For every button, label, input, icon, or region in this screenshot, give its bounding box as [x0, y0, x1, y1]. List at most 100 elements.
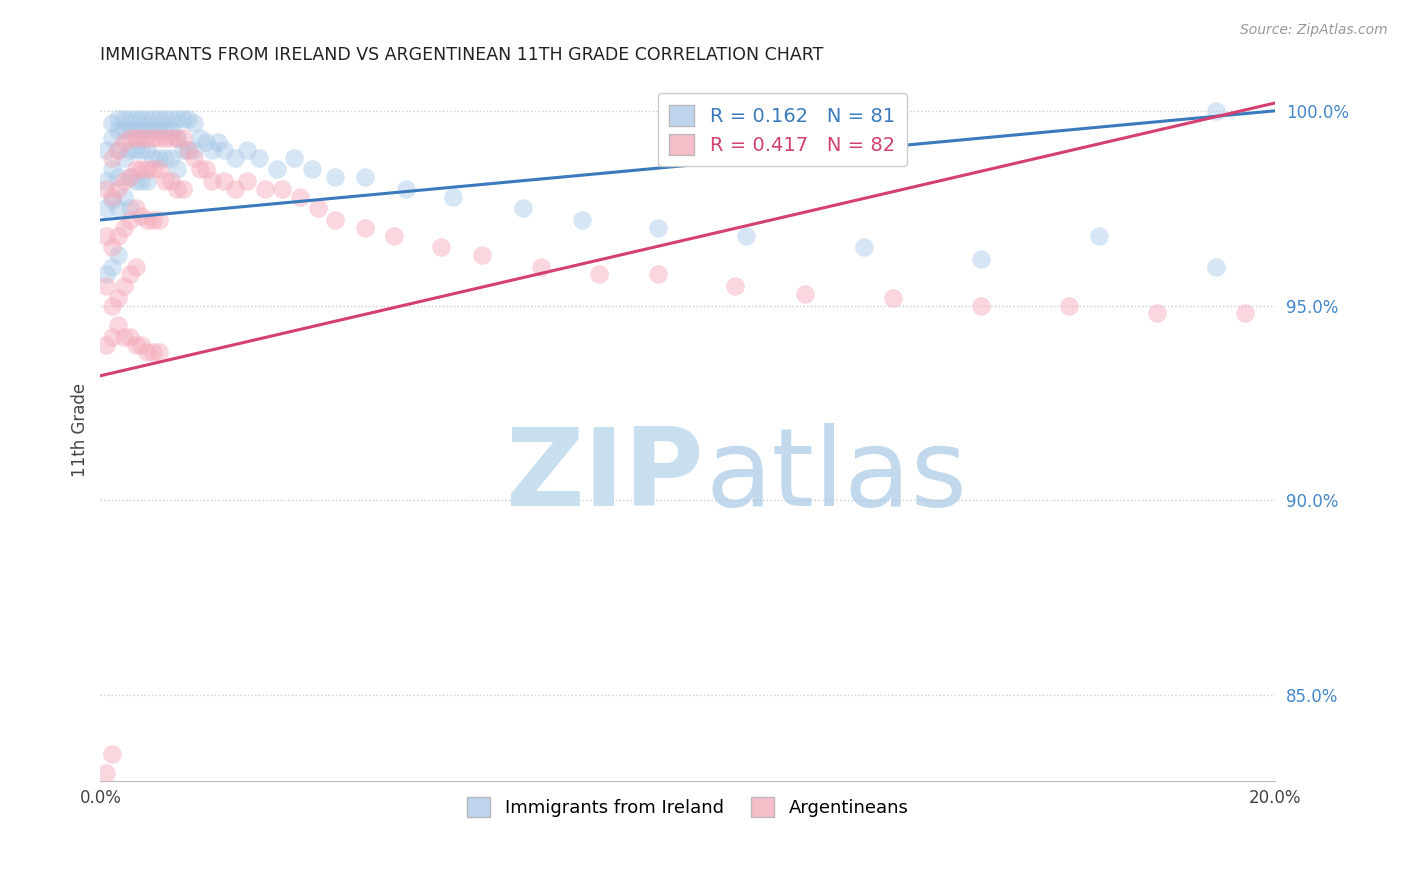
- Point: [112, 123, 135, 137]
- Point: [1234, 306, 1257, 320]
- Point: [177, 112, 200, 126]
- Point: [131, 337, 153, 351]
- Point: [172, 182, 194, 196]
- Point: [288, 189, 311, 203]
- Point: [1057, 299, 1080, 313]
- Point: [159, 112, 181, 126]
- Point: [112, 279, 135, 293]
- Text: atlas: atlas: [706, 423, 967, 529]
- Point: [107, 112, 129, 126]
- Point: [183, 115, 205, 129]
- Point: [148, 131, 170, 145]
- Point: [441, 189, 464, 203]
- Point: [236, 174, 259, 188]
- Point: [647, 220, 669, 235]
- Point: [96, 268, 118, 282]
- Point: [266, 162, 288, 177]
- Point: [112, 330, 135, 344]
- Point: [159, 151, 181, 165]
- Point: [118, 268, 141, 282]
- Point: [118, 201, 141, 215]
- Point: [107, 318, 129, 332]
- Point: [852, 240, 875, 254]
- Point: [177, 143, 200, 157]
- Point: [172, 112, 194, 126]
- Point: [96, 143, 118, 157]
- Point: [153, 131, 176, 145]
- Point: [1205, 103, 1227, 118]
- Point: [124, 131, 146, 145]
- Point: [395, 182, 418, 196]
- Point: [101, 162, 124, 177]
- Point: [148, 213, 170, 227]
- Point: [142, 151, 165, 165]
- Text: Source: ZipAtlas.com: Source: ZipAtlas.com: [1240, 23, 1388, 37]
- Point: [283, 151, 305, 165]
- Point: [188, 131, 211, 145]
- Point: [159, 123, 181, 137]
- Point: [101, 330, 124, 344]
- Point: [201, 143, 224, 157]
- Point: [96, 279, 118, 293]
- Point: [96, 201, 118, 215]
- Point: [301, 162, 323, 177]
- Point: [112, 220, 135, 235]
- Point: [253, 182, 276, 196]
- Point: [148, 123, 170, 137]
- Point: [131, 209, 153, 223]
- Point: [131, 143, 153, 157]
- Point: [172, 131, 194, 145]
- Point: [159, 131, 181, 145]
- Point: [512, 201, 534, 215]
- Point: [101, 194, 124, 208]
- Point: [96, 174, 118, 188]
- Point: [148, 151, 170, 165]
- Point: [153, 174, 176, 188]
- Point: [1205, 260, 1227, 274]
- Point: [107, 170, 129, 185]
- Point: [723, 279, 745, 293]
- Text: ZIP: ZIP: [506, 423, 704, 529]
- Point: [124, 143, 146, 157]
- Point: [183, 151, 205, 165]
- Point: [530, 260, 553, 274]
- Point: [166, 131, 188, 145]
- Point: [323, 170, 346, 185]
- Point: [101, 151, 124, 165]
- Point: [131, 174, 153, 188]
- Point: [224, 151, 246, 165]
- Point: [101, 747, 124, 761]
- Point: [142, 131, 165, 145]
- Point: [124, 201, 146, 215]
- Point: [142, 123, 165, 137]
- Point: [271, 182, 294, 196]
- Point: [101, 115, 124, 129]
- Point: [136, 174, 159, 188]
- Point: [107, 228, 129, 243]
- Point: [96, 337, 118, 351]
- Point: [153, 151, 176, 165]
- Point: [136, 345, 159, 359]
- Point: [166, 162, 188, 177]
- Point: [101, 260, 124, 274]
- Point: [142, 162, 165, 177]
- Point: [131, 162, 153, 177]
- Point: [471, 248, 494, 262]
- Point: [148, 345, 170, 359]
- Point: [118, 131, 141, 145]
- Point: [247, 151, 270, 165]
- Point: [136, 131, 159, 145]
- Point: [107, 291, 129, 305]
- Point: [96, 182, 118, 196]
- Point: [136, 162, 159, 177]
- Point: [124, 337, 146, 351]
- Point: [307, 201, 329, 215]
- Point: [124, 162, 146, 177]
- Point: [107, 143, 129, 157]
- Point: [323, 213, 346, 227]
- Y-axis label: 11th Grade: 11th Grade: [72, 384, 89, 477]
- Point: [112, 151, 135, 165]
- Point: [224, 182, 246, 196]
- Legend: Immigrants from Ireland, Argentineans: Immigrants from Ireland, Argentineans: [460, 790, 915, 824]
- Point: [172, 143, 194, 157]
